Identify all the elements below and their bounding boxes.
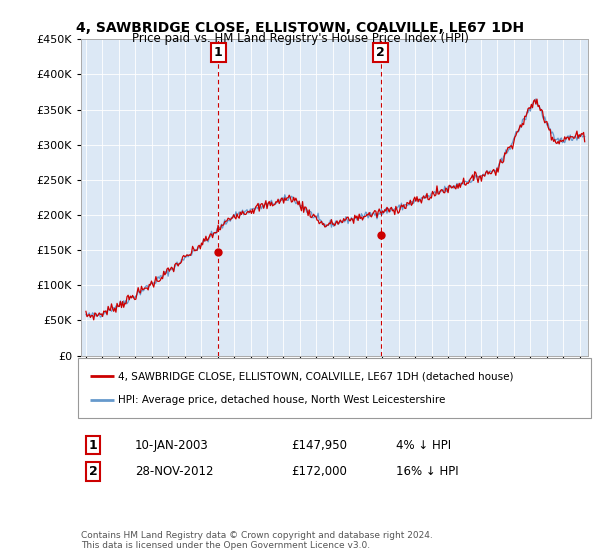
Text: 1: 1 bbox=[89, 438, 97, 452]
Text: 28-NOV-2012: 28-NOV-2012 bbox=[135, 465, 214, 478]
Text: HPI: Average price, detached house, North West Leicestershire: HPI: Average price, detached house, Nort… bbox=[118, 395, 446, 405]
Text: 16% ↓ HPI: 16% ↓ HPI bbox=[396, 465, 458, 478]
Text: 1: 1 bbox=[214, 46, 223, 59]
Text: 4, SAWBRIDGE CLOSE, ELLISTOWN, COALVILLE, LE67 1DH (detached house): 4, SAWBRIDGE CLOSE, ELLISTOWN, COALVILLE… bbox=[118, 371, 514, 381]
Text: Price paid vs. HM Land Registry's House Price Index (HPI): Price paid vs. HM Land Registry's House … bbox=[131, 32, 469, 45]
Text: Contains HM Land Registry data © Crown copyright and database right 2024.
This d: Contains HM Land Registry data © Crown c… bbox=[81, 530, 433, 550]
Text: 4, SAWBRIDGE CLOSE, ELLISTOWN, COALVILLE, LE67 1DH: 4, SAWBRIDGE CLOSE, ELLISTOWN, COALVILLE… bbox=[76, 21, 524, 35]
Text: £172,000: £172,000 bbox=[291, 465, 347, 478]
Text: 10-JAN-2003: 10-JAN-2003 bbox=[135, 438, 209, 452]
Text: 2: 2 bbox=[376, 46, 385, 59]
Text: 2: 2 bbox=[89, 465, 97, 478]
Text: 4% ↓ HPI: 4% ↓ HPI bbox=[396, 438, 451, 452]
Text: £147,950: £147,950 bbox=[291, 438, 347, 452]
